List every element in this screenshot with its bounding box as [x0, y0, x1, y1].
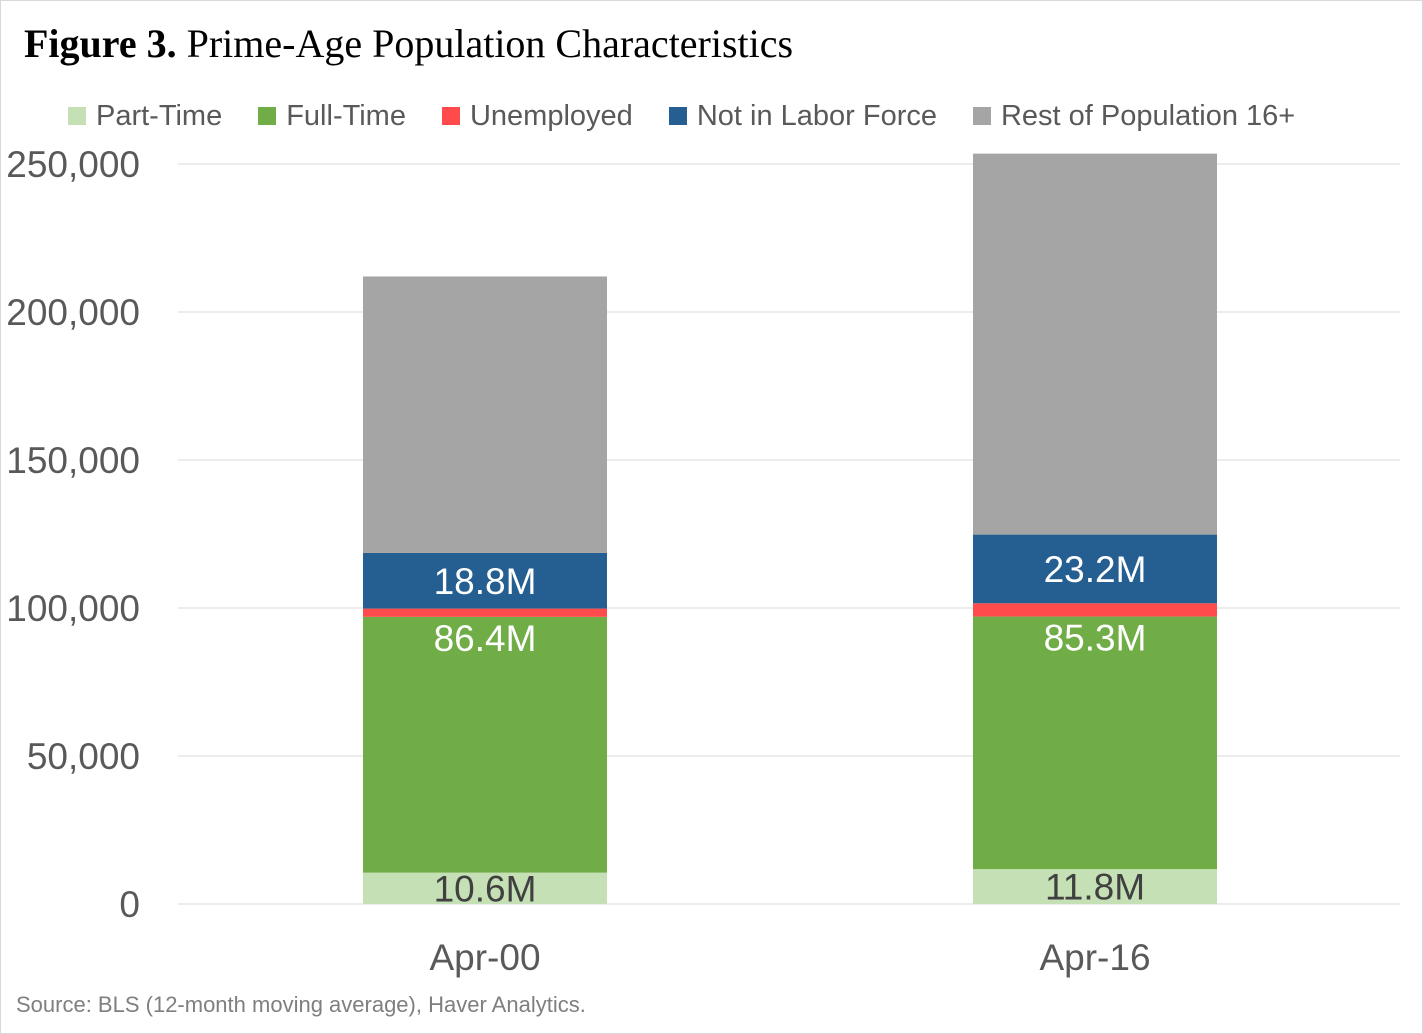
data-label: 86.4M [434, 618, 537, 659]
legend-label: Unemployed [469, 99, 633, 132]
x-tick-label: Apr-00 [429, 937, 540, 978]
title-text: Prime-Age Population Characteristics [186, 21, 794, 66]
legend-swatch [668, 107, 687, 125]
legend-item: Part-Time [68, 100, 222, 133]
y-tick-label: 150,000 [6, 440, 140, 481]
bar-segment-not-in-labor-force [363, 552, 607, 609]
legend-swatch [68, 107, 86, 125]
bar-segment-full-time [973, 616, 1217, 870]
y-tick-label: 200,000 [6, 292, 140, 333]
y-tick-label: 50,000 [27, 736, 140, 777]
legend-item: Not in Labor Force [668, 99, 937, 133]
legend-label: Full-Time [286, 99, 406, 132]
bar-segment-full-time [363, 616, 607, 873]
legend-label: Not in Labor Force [696, 99, 937, 132]
bar-segment-rest-of-population-16 [973, 153, 1217, 535]
legend-item: Rest of Population 16+ [972, 99, 1296, 133]
bar-segment-rest-of-population-16 [363, 276, 607, 553]
bar-segment-part-time [973, 869, 1217, 904]
legend-item: Full-Time [258, 100, 406, 133]
source-note: Source: BLS (12-month moving average), H… [16, 992, 586, 1017]
bar-segment-unemployed [363, 608, 607, 617]
y-tick-label: 100,000 [6, 588, 140, 629]
chart-title: Figure 3. Prime-Age Population Character… [24, 20, 793, 67]
legend-label: Rest of Population 16+ [1000, 99, 1296, 132]
data-label: 18.8M [434, 561, 537, 602]
legend-swatch [258, 107, 277, 125]
legend-swatch [972, 107, 991, 125]
bar-segment-part-time [363, 872, 607, 904]
data-label: 85.3M [1044, 618, 1147, 659]
bar-segment-not-in-labor-force [973, 534, 1217, 604]
legend-swatch [441, 107, 460, 125]
data-label: 23.2M [1044, 549, 1147, 590]
figure-number: Figure 3. [24, 21, 177, 66]
bar-segment-unemployed [973, 603, 1217, 617]
x-tick-label: Apr-16 [1039, 937, 1150, 978]
data-label: 10.6M [434, 868, 537, 909]
legend-label: Part-Time [96, 99, 223, 132]
legend-item: Unemployed [441, 99, 633, 133]
legend: Part-Time Full-Time Unemployed Not in Labor… [68, 98, 1331, 134]
data-label: 11.8M [1045, 867, 1145, 908]
y-tick-label: 250,000 [6, 144, 140, 185]
y-tick-label: 0 [119, 884, 140, 925]
